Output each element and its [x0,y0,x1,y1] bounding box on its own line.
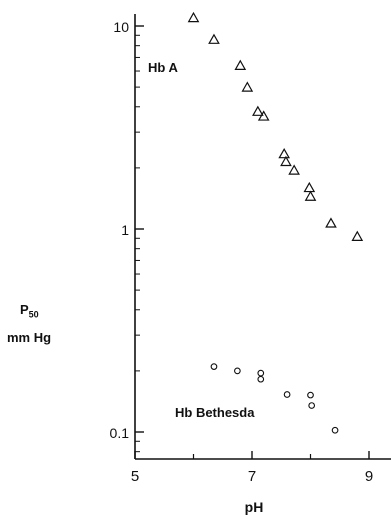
hb-a-point [288,164,300,175]
hb-bethesda-point [283,391,291,398]
hb-a-point [303,181,316,193]
hb-a-point [208,33,220,44]
hb-bethesda-point [257,369,265,377]
hb-bethesda-point [257,375,265,383]
hb-bethesda-point [331,426,339,434]
hb-a-point [304,190,317,201]
hb-bethesda-point [210,363,218,370]
hb-a-point [257,110,270,121]
y-tick-label: 0.1 [110,425,130,441]
hb-a-point [325,217,337,228]
hb-a-point [280,155,292,167]
series-label-hb-a: Hb A [148,60,178,75]
hb-bethesda-point [308,402,316,409]
hb-a-point [241,81,254,92]
hb-a-point [351,230,364,241]
x-tick-label: 5 [131,468,139,485]
hb-a-point [278,147,291,159]
y-axis-label-subscript: 50 [28,309,39,320]
y-axis-label: P50 [20,302,39,320]
y-tick-label: 1 [121,222,129,238]
y-axis-unit: mm Hg [7,330,52,345]
x-tick-label: 9 [365,468,373,485]
y-tick-label: 10 [113,19,129,35]
hb-a-point [234,59,247,70]
series-label-hb-bethesda: Hb Bethesda [175,405,255,420]
hb-a-point [187,11,200,23]
hb-bethesda-point [307,391,314,399]
x-axis-label: pH [245,499,264,515]
hb-bethesda-point [234,367,241,375]
hb-a-point [252,105,264,116]
y-axis-label-main: P [20,302,29,317]
x-tick-label: 7 [248,468,256,485]
